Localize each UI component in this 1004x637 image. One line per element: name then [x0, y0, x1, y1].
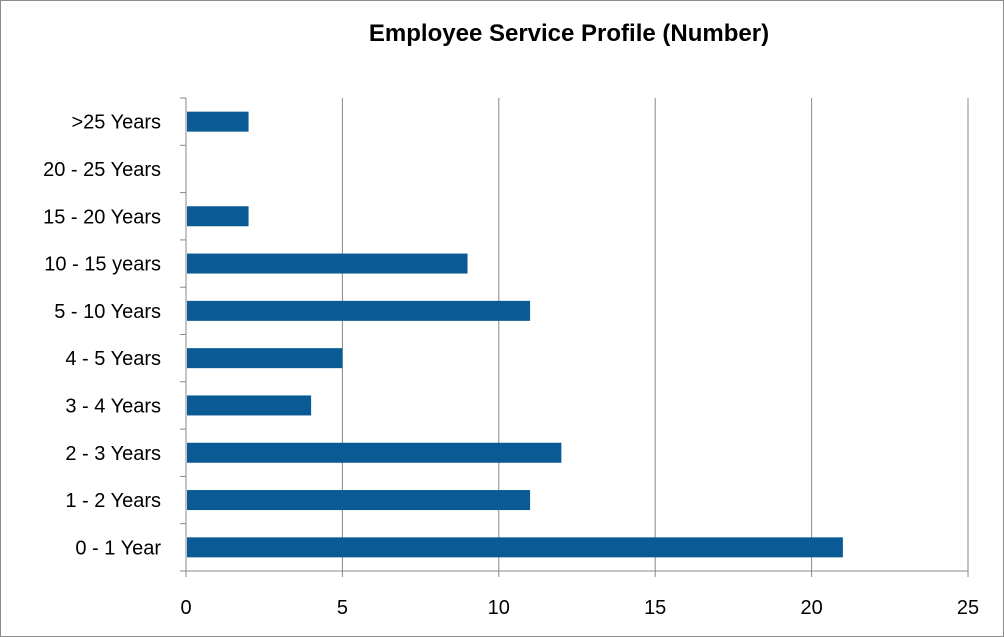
- chart-title: Employee Service Profile (Number): [369, 20, 769, 47]
- bar: [187, 348, 343, 369]
- y-tick-label: >25 Years: [71, 112, 161, 134]
- x-tick-label: 15: [644, 597, 666, 619]
- y-tick-label: 2 - 3 Years: [65, 443, 161, 465]
- bar: [187, 442, 562, 463]
- y-tick-label: 3 - 4 Years: [65, 395, 161, 417]
- x-tick-label: 25: [957, 597, 979, 619]
- x-tick-label: 20: [800, 597, 822, 619]
- axes: [180, 97, 969, 577]
- y-tick-label: 4 - 5 Years: [65, 348, 161, 370]
- bar: [187, 395, 312, 416]
- y-tick-label: 5 - 10 Years: [54, 301, 161, 323]
- bar: [187, 253, 468, 274]
- y-tick-label: 20 - 25 Years: [43, 159, 161, 181]
- bar: [187, 537, 843, 558]
- bar: [187, 490, 531, 511]
- y-tick-label: 15 - 20 Years: [43, 206, 161, 228]
- bars: [187, 111, 843, 558]
- x-tick-label: 10: [488, 597, 510, 619]
- y-tick-label: 1 - 2 Years: [65, 490, 161, 512]
- x-tick-label: 5: [337, 597, 348, 619]
- tick-labels: 0 - 1 Year 1 - 2 Years 2 - 3 Years 3 - 4 Ye…: [43, 112, 979, 619]
- y-tick-label: 0 - 1 Year: [75, 537, 161, 559]
- bar: [187, 206, 249, 227]
- bar: [187, 111, 249, 132]
- bar: [187, 300, 531, 321]
- x-tick-label: 0: [180, 597, 191, 619]
- y-tick-label: 10 - 15 years: [44, 254, 161, 276]
